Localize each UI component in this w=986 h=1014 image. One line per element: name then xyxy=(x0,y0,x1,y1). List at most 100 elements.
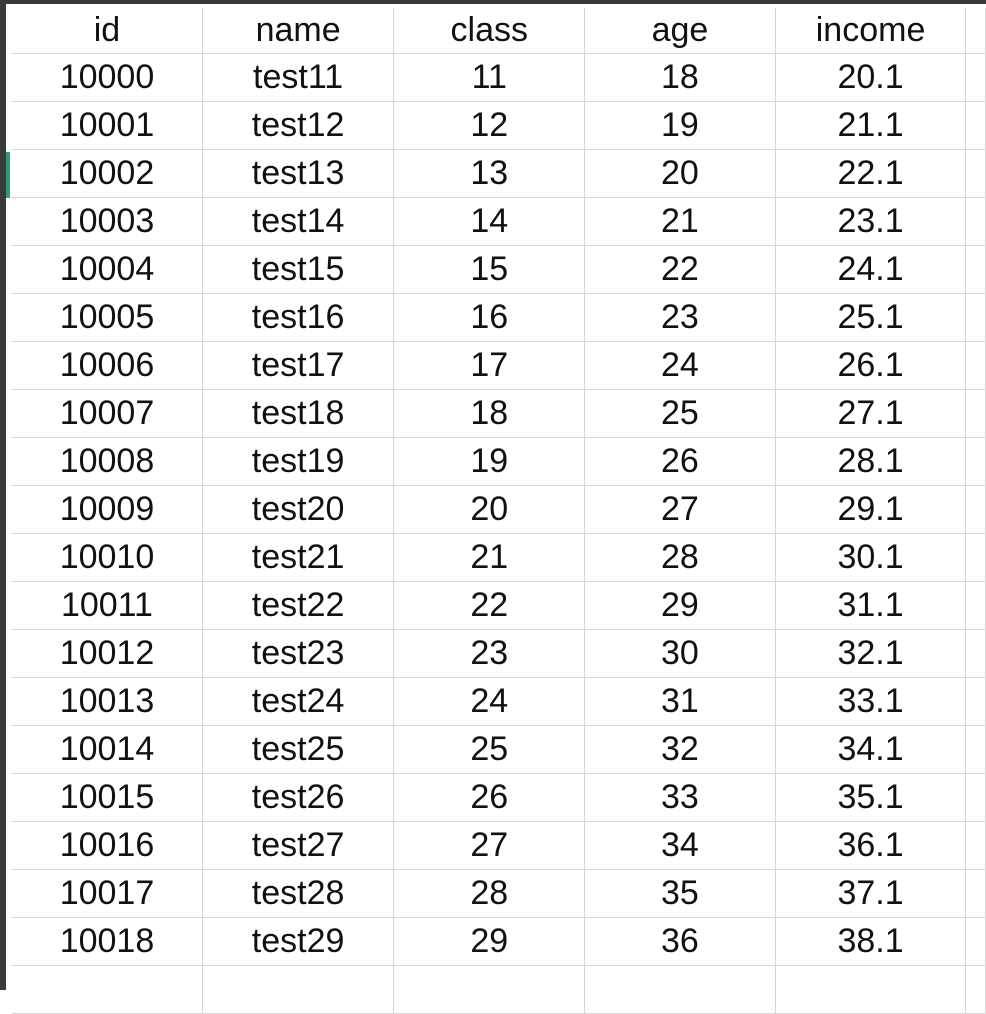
column-header-class[interactable]: class xyxy=(393,8,586,54)
cell-id[interactable]: 10007 xyxy=(12,389,203,438)
cell-income[interactable]: 30.1 xyxy=(775,533,967,582)
cell-income[interactable]: 33.1 xyxy=(775,677,967,726)
cell-class[interactable]: 18 xyxy=(393,389,586,438)
empty-cell[interactable] xyxy=(965,293,986,342)
cell-class[interactable]: 25 xyxy=(393,725,586,774)
cell-id[interactable]: 10017 xyxy=(12,869,203,918)
cell-name[interactable]: test20 xyxy=(202,485,395,534)
cell-class[interactable]: 21 xyxy=(393,533,586,582)
empty-cell[interactable] xyxy=(965,821,986,870)
cell-age[interactable]: 26 xyxy=(584,437,776,486)
cell-name[interactable]: test19 xyxy=(202,437,395,486)
cell-age[interactable]: 31 xyxy=(584,677,776,726)
cell-age[interactable]: 34 xyxy=(584,821,776,870)
cell-name[interactable]: test27 xyxy=(202,821,395,870)
cell-name[interactable]: test25 xyxy=(202,725,395,774)
empty-cell[interactable] xyxy=(965,677,986,726)
cell-income[interactable]: 23.1 xyxy=(775,197,967,246)
cell-name[interactable]: test21 xyxy=(202,533,395,582)
cell-age[interactable]: 28 xyxy=(584,533,776,582)
cell-id[interactable]: 10009 xyxy=(12,485,203,534)
empty-cell[interactable] xyxy=(965,8,986,54)
cell-age[interactable]: 35 xyxy=(584,869,776,918)
cell-income[interactable]: 21.1 xyxy=(775,101,967,150)
cell-class[interactable]: 13 xyxy=(393,149,586,198)
cell-id[interactable]: 10008 xyxy=(12,437,203,486)
empty-cell[interactable] xyxy=(965,581,986,630)
cell-id[interactable]: 10004 xyxy=(12,245,203,294)
cell-id[interactable]: 10011 xyxy=(12,581,203,630)
cell-id[interactable]: 10002 xyxy=(12,149,203,198)
cell-name[interactable]: test17 xyxy=(202,341,395,390)
cell-class[interactable]: 24 xyxy=(393,677,586,726)
cell-age[interactable]: 29 xyxy=(584,581,776,630)
cell-age[interactable]: 30 xyxy=(584,629,776,678)
empty-cell[interactable] xyxy=(965,101,986,150)
cell-income[interactable]: 32.1 xyxy=(775,629,967,678)
cell-class[interactable]: 26 xyxy=(393,773,586,822)
cell-id[interactable]: 10006 xyxy=(12,341,203,390)
cell-id[interactable]: 10005 xyxy=(12,293,203,342)
cell-class[interactable]: 22 xyxy=(393,581,586,630)
cell-age[interactable]: 20 xyxy=(584,149,776,198)
empty-cell[interactable] xyxy=(965,917,986,966)
empty-cell[interactable] xyxy=(965,725,986,774)
cell-name[interactable]: test13 xyxy=(202,149,395,198)
cell-age[interactable]: 36 xyxy=(584,917,776,966)
cell-age[interactable]: 32 xyxy=(584,725,776,774)
cell-age[interactable]: 24 xyxy=(584,341,776,390)
empty-cell[interactable] xyxy=(965,485,986,534)
cell-income[interactable]: 38.1 xyxy=(775,917,967,966)
cell-class[interactable]: 28 xyxy=(393,869,586,918)
cell-class[interactable]: 15 xyxy=(393,245,586,294)
cell-class[interactable]: 14 xyxy=(393,197,586,246)
cell-age[interactable]: 25 xyxy=(584,389,776,438)
cell-income[interactable]: 20.1 xyxy=(775,53,967,102)
cell-income[interactable]: 34.1 xyxy=(775,725,967,774)
cell-id[interactable]: 10010 xyxy=(12,533,203,582)
cell-age[interactable]: 18 xyxy=(584,53,776,102)
cell-income[interactable]: 31.1 xyxy=(775,581,967,630)
cell-income[interactable]: 27.1 xyxy=(775,389,967,438)
cell-name[interactable]: test15 xyxy=(202,245,395,294)
cell-income[interactable]: 25.1 xyxy=(775,293,967,342)
column-header-age[interactable]: age xyxy=(584,8,776,54)
cell-name[interactable]: test12 xyxy=(202,101,395,150)
cell-id[interactable]: 10013 xyxy=(12,677,203,726)
cell-id[interactable]: 10000 xyxy=(12,53,203,102)
cell-name[interactable]: test18 xyxy=(202,389,395,438)
cell-class[interactable]: 16 xyxy=(393,293,586,342)
cell-name[interactable]: test16 xyxy=(202,293,395,342)
cell-id[interactable]: 10014 xyxy=(12,725,203,774)
cell-class[interactable]: 17 xyxy=(393,341,586,390)
empty-cell[interactable] xyxy=(965,773,986,822)
cell-age[interactable]: 33 xyxy=(584,773,776,822)
cell-name[interactable]: test28 xyxy=(202,869,395,918)
column-header-income[interactable]: income xyxy=(775,8,967,54)
cell-age[interactable]: 21 xyxy=(584,197,776,246)
cell-id[interactable]: 10015 xyxy=(12,773,203,822)
column-header-name[interactable]: name xyxy=(202,8,395,54)
cell-income[interactable]: 28.1 xyxy=(775,437,967,486)
cell-class[interactable]: 12 xyxy=(393,101,586,150)
empty-cell[interactable] xyxy=(965,533,986,582)
cell-name[interactable]: test26 xyxy=(202,773,395,822)
cell-income[interactable]: 24.1 xyxy=(775,245,967,294)
empty-cell[interactable] xyxy=(965,629,986,678)
cell-class[interactable]: 23 xyxy=(393,629,586,678)
cell-class[interactable]: 11 xyxy=(393,53,586,102)
cell-income[interactable]: 37.1 xyxy=(775,869,967,918)
cell-id[interactable]: 10003 xyxy=(12,197,203,246)
cell-id[interactable]: 10016 xyxy=(12,821,203,870)
cell-age[interactable]: 27 xyxy=(584,485,776,534)
cell-income[interactable]: 36.1 xyxy=(775,821,967,870)
cell-class[interactable]: 19 xyxy=(393,437,586,486)
column-header-id[interactable]: id xyxy=(12,8,203,54)
empty-cell[interactable] xyxy=(965,53,986,102)
cell-class[interactable]: 27 xyxy=(393,821,586,870)
empty-cell[interactable] xyxy=(965,341,986,390)
cell-income[interactable]: 22.1 xyxy=(775,149,967,198)
cell-name[interactable]: test11 xyxy=(202,53,395,102)
cell-age[interactable]: 23 xyxy=(584,293,776,342)
cell-income[interactable]: 26.1 xyxy=(775,341,967,390)
